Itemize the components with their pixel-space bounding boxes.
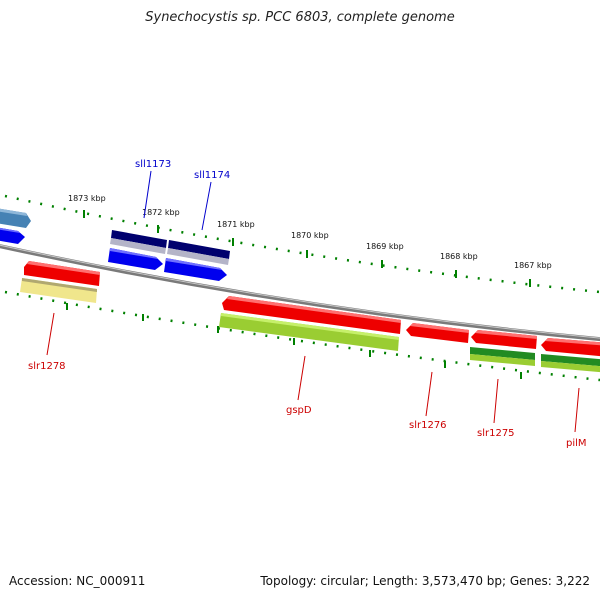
scale-label-1867: 1867 kbp [514, 261, 552, 270]
gene-slr1278-top [27, 261, 100, 275]
label-sll1173: sll1173 [135, 159, 171, 170]
label-slr1276: slr1276 [409, 420, 447, 431]
gene-gspD-top [227, 296, 401, 323]
leader-pilM [574, 387, 580, 433]
blast-hit-slr1275-green [470, 347, 535, 360]
scale-label-1871: 1871 kbp [217, 220, 255, 229]
label-sll1174: sll1174 [194, 170, 230, 181]
lower-tick-ring [4, 290, 600, 382]
leader-gspD [297, 355, 306, 401]
label-slr1275: slr1275 [477, 428, 515, 439]
blast-hit-pilM-green [541, 354, 600, 367]
lower-major-ticks [66, 303, 522, 379]
label-gspD: gspD [286, 405, 312, 416]
genome-backbone [0, 244, 600, 342]
gene-blue-left-top [0, 227, 20, 233]
blast-hit-sll1174-gray [167, 248, 229, 265]
leader-slr1276 [425, 371, 433, 417]
upper-major-ticks [83, 210, 531, 287]
blast-hit-slr1278 [20, 278, 97, 303]
gene-slr1276 [406, 323, 469, 343]
footer-topology: Topology: circular; Length: 3,573,470 bp… [260, 574, 590, 588]
page-title: Synechocystis sp. PCC 6803, complete gen… [145, 10, 455, 25]
footer-accession: Accession: NC_000911 [9, 574, 146, 588]
blast-hit-slr1278-edge [22, 278, 97, 292]
scale-label-1870: 1870 kbp [291, 231, 329, 240]
scale-label-1869: 1869 kbp [366, 242, 404, 251]
gene-slr1278 [24, 261, 100, 286]
leader-sll1174 [201, 181, 212, 231]
leader-slr1275 [493, 378, 499, 424]
gene-slr1276-top [410, 323, 469, 333]
blast-hit-slr1275-yg [470, 354, 535, 366]
scale-label-1872: 1872 kbp [142, 208, 180, 217]
scale-label-1873: 1873 kbp [68, 194, 106, 203]
blast-hit-pilM-yg [541, 361, 600, 373]
blast-hit-sll1173-gray [110, 238, 166, 254]
gene-sll1174 [164, 258, 227, 281]
gene-slr1275-top [475, 330, 537, 339]
gene-gspD [222, 296, 401, 334]
gene-sll1173-top [110, 248, 158, 259]
gene-pilM-top [545, 338, 600, 346]
label-pilM: pilM [566, 438, 587, 449]
blast-hit-gspD [219, 313, 399, 351]
scale-label-1868: 1868 kbp [440, 252, 478, 261]
gene-sll1174-top [166, 258, 222, 270]
leader-sll1173 [143, 170, 152, 219]
genome-backbone-highlight [0, 244, 600, 339]
blast-hit-sll1174 [168, 240, 230, 259]
blast-hit-steelblue-top [0, 208, 27, 216]
label-slr1278: slr1278 [28, 361, 66, 372]
upper-tick-ring [4, 194, 600, 294]
gene-sll1173 [108, 248, 163, 270]
leader-slr1278 [46, 312, 55, 356]
blast-hit-sll1173 [111, 230, 167, 248]
blast-hit-gspD-top [221, 313, 399, 340]
